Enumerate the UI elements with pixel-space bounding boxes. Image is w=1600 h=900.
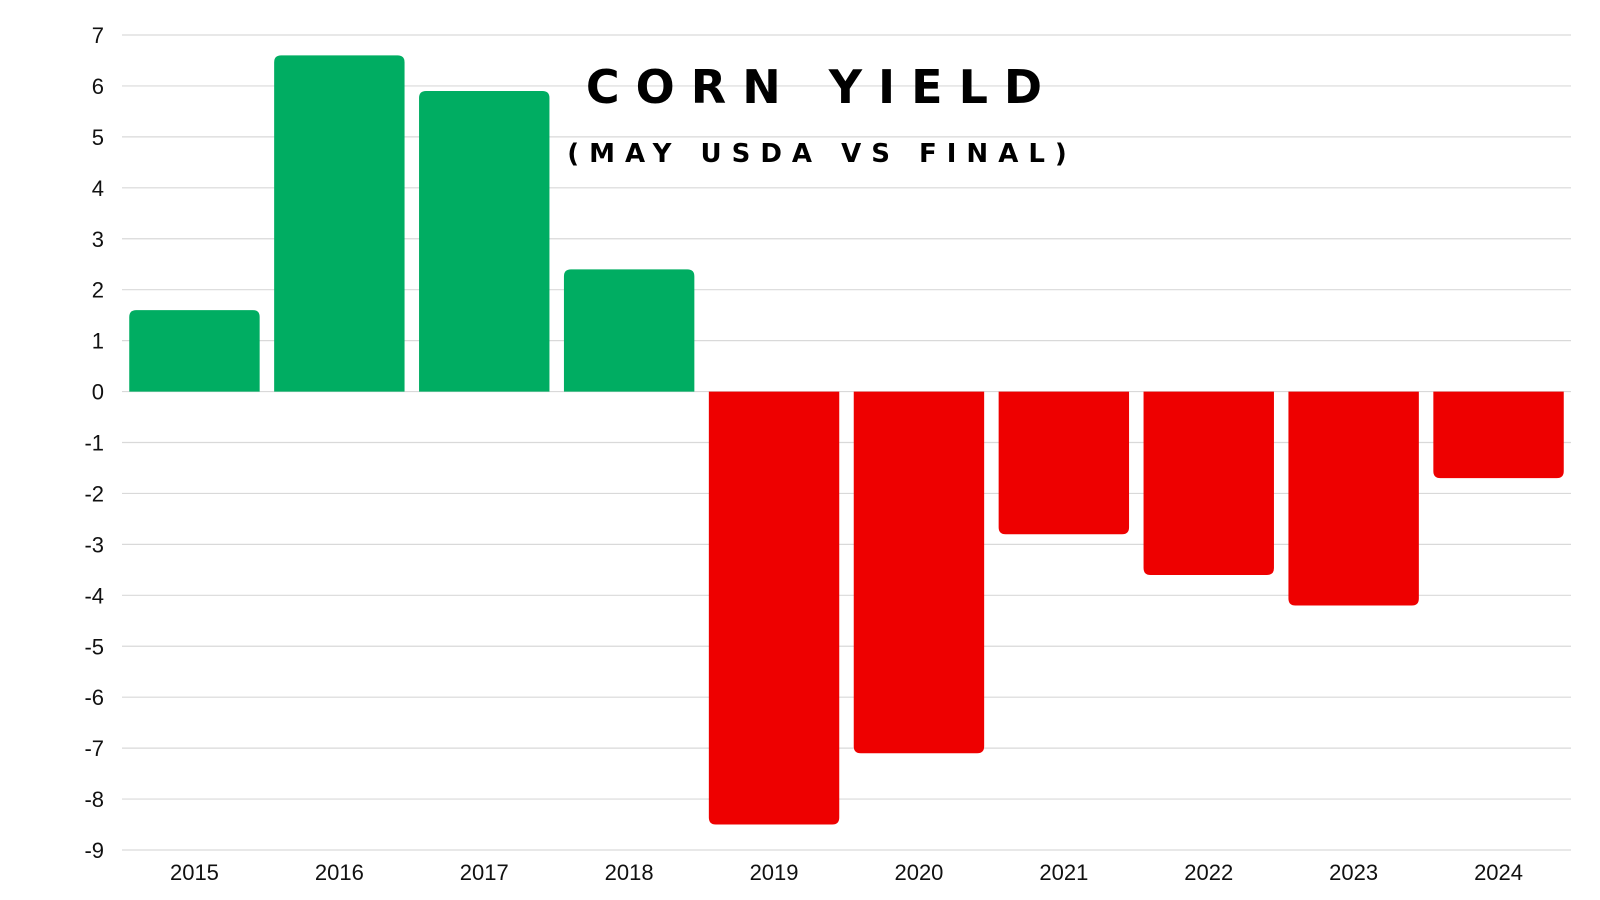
y-tick-label: -9 [84, 838, 104, 863]
chart-title: CORN YIELD [586, 60, 1058, 114]
x-tick-label: 2015 [170, 860, 219, 885]
x-tick-label: 2020 [894, 860, 943, 885]
y-tick-label: 3 [92, 227, 104, 252]
bars [129, 55, 1564, 825]
y-tick-label: -2 [84, 481, 104, 506]
bar-2018 [563, 269, 695, 392]
bar-2022 [1143, 391, 1274, 575]
y-tick-label: -1 [84, 431, 104, 456]
bar-2019 [708, 391, 840, 825]
y-tick-label: 7 [92, 23, 104, 48]
y-tick-label: 0 [92, 380, 104, 405]
bar-2021 [998, 391, 1130, 535]
y-tick-label: -6 [84, 685, 104, 710]
bar-2020 [853, 391, 985, 754]
chart-subtitle: (MAY USDA VS FINAL) [567, 139, 1077, 169]
x-tick-label: 2023 [1329, 860, 1378, 885]
y-tick-label: 2 [92, 278, 104, 303]
y-tick-label: -7 [84, 736, 104, 761]
y-axis-ticks: 7 6 5 4 3 2 1 0 -1 -2 -3 -4 -5 -6 -7 -8 -9 [84, 23, 104, 863]
x-tick-label: 2017 [460, 860, 509, 885]
y-tick-label: -8 [84, 787, 104, 812]
y-tick-label: -5 [84, 634, 104, 659]
y-tick-label: 6 [92, 74, 104, 99]
y-tick-label: 4 [92, 176, 104, 201]
x-tick-label: 2019 [750, 860, 799, 885]
x-tick-label: 2021 [1039, 860, 1088, 885]
bar-2017 [419, 91, 550, 392]
y-tick-label: -3 [84, 532, 104, 557]
x-tick-label: 2018 [605, 860, 654, 885]
bar-2023 [1288, 391, 1419, 606]
bar-2016 [274, 55, 405, 392]
y-tick-label: -4 [84, 583, 104, 608]
y-tick-label: 1 [92, 329, 104, 354]
x-axis-ticks: 2015 2016 2017 2018 2019 2020 2021 2022 2023 2024 [170, 860, 1523, 885]
bar-2024 [1433, 391, 1564, 479]
bar-2015 [129, 310, 260, 392]
y-tick-label: 5 [92, 125, 104, 150]
x-tick-label: 2016 [315, 860, 364, 885]
x-tick-label: 2024 [1474, 860, 1523, 885]
x-tick-label: 2022 [1184, 860, 1233, 885]
